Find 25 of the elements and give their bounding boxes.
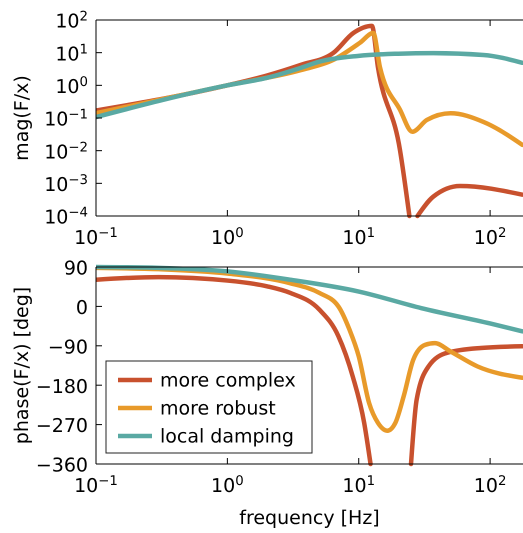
x-tick-label: 10$^{1}$ [342, 226, 376, 249]
legend-label: more complex [160, 370, 296, 392]
y-tick-label: −360 [36, 454, 88, 477]
x-tick-label: 10$^{0}$ [211, 474, 244, 497]
y-tick-label: 10$^{−1}$ [44, 107, 88, 131]
x-axis-title: frequency [Hz] [239, 507, 380, 529]
y-tick-label: −270 [36, 415, 88, 438]
y-tick-label: 10$^{2}$ [55, 9, 88, 33]
legend-label: more robust [160, 398, 276, 420]
y-tick-label: 10$^{1}$ [55, 42, 88, 66]
y-tick-label: 10$^{−4}$ [44, 205, 88, 229]
x-tick-label: 10$^{2}$ [474, 226, 506, 249]
y-tick-label: 90 [64, 258, 88, 280]
x-tick-label: 10$^{2}$ [474, 474, 506, 497]
x-tick-label: 10$^{0}$ [211, 226, 244, 249]
y-tick-label: 10$^{−3}$ [44, 172, 88, 196]
y-axis-title: phase(F/x) [deg] [11, 286, 33, 444]
x-tick-label: 10$^{1}$ [342, 474, 376, 497]
y-tick-label: −90 [48, 336, 88, 358]
y-axis-title: mag(F/x) [11, 75, 33, 161]
y-tick-label: 0 [76, 297, 88, 319]
y-tick-label: 10$^{−2}$ [44, 140, 88, 164]
y-tick-label: −180 [36, 376, 88, 398]
legend-label: local damping [160, 426, 294, 448]
y-tick-label: 10$^{0}$ [55, 74, 88, 98]
